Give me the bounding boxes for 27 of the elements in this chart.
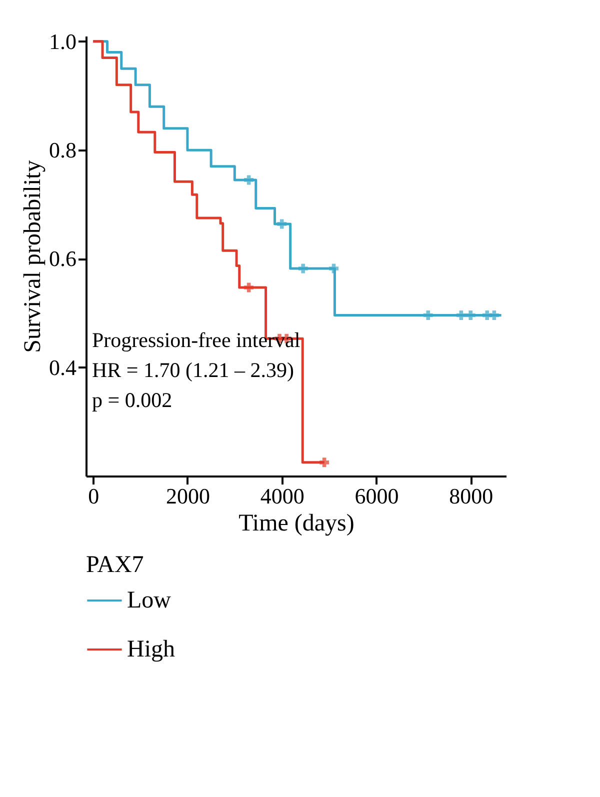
point <box>298 264 308 274</box>
y-tick-label: 0.4 <box>49 354 76 380</box>
legend-label: Low <box>127 588 172 614</box>
x-tick-label: 2000 <box>166 484 210 508</box>
annotation: HR = 1.70 (1.21 – 2.39) <box>92 358 294 382</box>
point <box>277 219 287 229</box>
y-tick-label: 1.0 <box>49 28 76 54</box>
point <box>423 310 433 320</box>
x-tick-label: 4000 <box>260 484 304 508</box>
annotation: Progression-free interval <box>92 328 300 352</box>
x-tick-label: 6000 <box>354 484 399 508</box>
point <box>244 282 254 292</box>
x-axis-title: Time (days) <box>238 510 354 536</box>
legend-label: High <box>127 636 175 662</box>
point <box>320 458 330 468</box>
y-axis-title: Survival probability <box>20 160 46 353</box>
point <box>329 264 338 274</box>
x-tick-label: 8000 <box>449 484 494 508</box>
point <box>244 175 254 185</box>
y-tick-label: 0.8 <box>49 138 76 163</box>
x-tick-label: 0 <box>88 484 100 508</box>
legend-title: PAX7 <box>86 552 144 578</box>
point <box>466 310 476 320</box>
annotation: p = 0.002 <box>92 388 172 412</box>
point <box>456 310 466 320</box>
y-tick-label: 0.6 <box>49 246 76 272</box>
point <box>489 310 499 320</box>
